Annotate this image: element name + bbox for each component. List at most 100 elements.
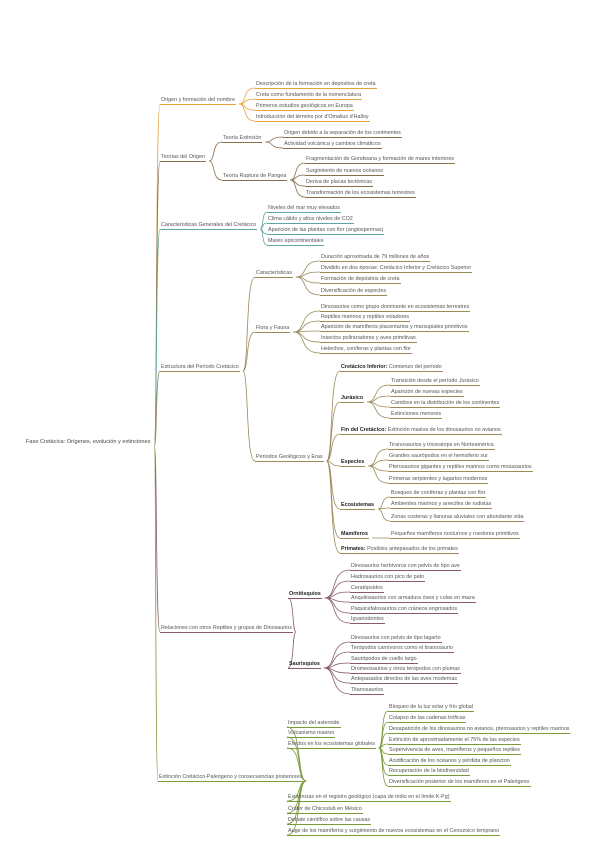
mindmap-leaf[interactable]: Zonas costeras y llanuras aluviales con … [390,514,525,522]
connector-line [208,141,223,162]
mindmap-leaf[interactable]: Primeras serpientes y lagartos modernos [388,476,489,484]
mindmap-leaf[interactable]: Bloqueo de la luz solar y frío global [388,704,474,712]
mindmap-leaf[interactable]: Aparición de mamíferos placentarios y ma… [320,324,469,332]
mindmap-leaf[interactable]: Descripción de la formación en depósitos… [255,81,377,89]
mindmap-leaf[interactable]: Actividad volcánica y cambios climáticos [283,141,382,149]
mindmap-leaf[interactable]: Surgimiento de nuevos océanos [305,168,385,176]
connector-line [242,331,256,372]
mindmap-leaf[interactable]: Formación de depósitos de creta [320,276,401,284]
node-label: Teoría Extinción [223,135,262,141]
mindmap-leaf[interactable]: Dinosaurios herbívoros con pelvis de tip… [350,563,461,571]
mindmap-branch[interactable]: Teoría Ruptura de Pangea [222,173,288,181]
mindmap-leaf[interactable]: Dinosaurios como grupo dominante en ecos… [320,304,471,312]
connector-line [153,228,161,447]
node-term: Fin del Cretácico: [341,427,387,433]
mindmap-leaf[interactable]: Cráter de Chicxulub en México [287,806,363,814]
mindmap-leaf[interactable]: Deriva de placas tectónicas [305,179,373,187]
mindmap-leaf[interactable]: Anquilosaurios con armadura ósea y colas… [350,595,476,603]
mindmap-branch[interactable]: Ecosistemas [340,502,375,510]
mindmap-leaf[interactable]: Hadrosaurios con pico de pato [350,574,426,582]
mindmap-leaf[interactable]: Aparición de las plantas con flor (angio… [267,227,385,235]
node-label: Clima cálido y altos niveles de CO2 [268,216,353,222]
mindmap-leaf[interactable]: Ambientes marinos y arrecifes de rudista… [390,501,493,509]
mindmap-leaf[interactable]: Origen debido a la separación de los con… [283,130,402,138]
mindmap-leaf[interactable]: Fragmentación de Gondwana y formación de… [305,156,456,164]
mindmap-leaf[interactable]: Evidencias en el registro geológico (cap… [287,794,451,802]
mindmap-leaf[interactable]: Bosques de coníferas y plantas con flor [390,490,487,498]
mindmap-leaf[interactable]: Extinción de aproximadamente el 75% de l… [388,737,521,745]
mindmap-branch[interactable]: Ornitisquios [288,591,322,599]
mindmap-leaf[interactable]: Saurópodos de cuello largo [350,656,418,664]
mindmap-leaf[interactable]: Vulcanismo masivo [287,730,336,738]
mindmap-branch[interactable]: Jurásico [340,395,365,403]
mindmap-leaf[interactable]: Extinciones menores [390,411,443,419]
mindmap-leaf[interactable]: Introducción del término por d'Omalius d… [255,114,370,122]
mindmap-leaf[interactable]: Clima cálido y altos niveles de CO2 [267,216,354,224]
mindmap-leaf[interactable]: Paquicefalosaurios con cráneos engrosado… [350,606,459,614]
mindmap-branch[interactable]: Saurisquios [288,661,321,669]
connector-line [242,276,256,372]
node-label: Evidencias en el registro geológico (cap… [288,794,450,800]
mindmap-leaf[interactable]: Transformación de los ecosistemas terres… [305,190,416,198]
mindmap-leaf[interactable]: Recuperación de la biodiversidad [388,768,470,776]
mindmap-leaf[interactable]: Insectos polinizadores y aves primitivas [320,335,417,343]
mindmap-leaf[interactable]: Iguanodontes [350,616,385,624]
mindmap-leaf[interactable]: Impacto del asteroide [287,720,341,728]
mindmap-leaf[interactable]: Creta como fundamento de la nomenclatura [255,92,363,100]
mindmap-leaf[interactable]: Transición desde el período Jurásico [390,378,480,386]
mindmap-leaf[interactable]: Dromeosaurios y otros terópodos con plum… [350,666,461,674]
mindmap-root[interactable]: Fase Cretácica: Orígenes, evolución y ex… [25,439,151,446]
mindmap-branch[interactable]: Extinción Cretácico-Paleógeno y consecue… [158,774,304,782]
mindmap-leaf[interactable]: Supervivencia de aves, mamíferos y peque… [388,747,521,755]
mindmap-leaf[interactable]: Acidificación de los océanos y pérdida d… [388,758,511,766]
mindmap-leaf[interactable]: Auge de los mamíferos y surgimiento de n… [287,828,501,836]
mindmap-leaf[interactable]: Primates: Posibles antepasados de los pr… [340,546,459,554]
mindmap-leaf[interactable]: Tiranosaurios y triceratops en Norteamér… [388,442,495,450]
mindmap-branch[interactable]: Teorías del Origen [160,154,207,162]
mindmap-branch[interactable]: Periodos Geológicos y Eras [255,454,324,462]
mindmap-leaf[interactable]: Cambios en la distribución de los contin… [390,400,501,408]
mindmap-leaf[interactable]: Terópodos carnívoros como el tiranosauri… [350,645,454,653]
connector-line [326,460,341,510]
mindmap-leaf[interactable]: Dividido en dos épocas: Cretácico Inferi… [320,265,473,273]
node-label: Características [256,270,292,276]
mindmap-leaf[interactable]: Pterosaurios gigantes y reptiles marinos… [388,464,533,472]
mindmap-leaf[interactable]: Pequeños mamíferos nocturnos y roedores … [390,531,520,539]
mindmap-leaf[interactable]: Diversificación posterior de los mamífer… [388,779,531,787]
mindmap-leaf[interactable]: Primeros estudios geológicos en Europa [255,103,354,111]
mindmap-branch[interactable]: Origen y formación del nombre [160,97,237,105]
mindmap-leaf[interactable]: Reptiles marinos y reptiles voladores [320,314,411,322]
mindmap-leaf[interactable]: Dinosaurios con pelvis de tipo lagarto [350,635,442,643]
node-label: Ambientes marinos y arrecifes de rudista… [391,501,492,507]
mindmap-leaf[interactable]: Niveles del mar muy elevados [267,205,341,213]
mindmap-branch[interactable]: Estructura del Período Cretácico [160,364,240,372]
mindmap-leaf[interactable]: Debate científico sobre las causas [287,817,372,825]
node-label: Colapso de las cadenas tróficas [389,715,466,721]
mindmap-branch[interactable]: Características Generales del Cretácico [160,222,258,230]
mindmap-leaf[interactable]: Helechos, coníferas y plantas con flor [320,346,412,354]
mindmap-branch[interactable]: Relaciones con otros Reptiles y grupos d… [160,625,293,633]
mindmap-leaf[interactable]: Colapso de las cadenas tróficas [388,715,467,723]
mindmap-leaf[interactable]: Mares epicontinentales [267,238,325,246]
mindmap-leaf[interactable]: Aparición de nuevas especies [390,389,464,397]
mindmap-leaf[interactable]: Desaparición de los dinosaurios no avian… [388,726,571,734]
mindmap-branch[interactable]: Flora y Fauna [255,325,291,333]
node-label: Origen debido a la separación de los con… [284,130,401,136]
mindmap-leaf[interactable]: Grandes saurópodos en el hemisferio sur [388,453,489,461]
connector-line [293,320,321,333]
mindmap-leaf[interactable]: Duración aproximada de 79 millones de añ… [320,254,431,262]
mindmap-branch[interactable]: Teoría Extinción [222,135,263,143]
mindmap-branch[interactable]: Mamíferos [340,531,369,539]
mindmap-leaf[interactable]: Titanosaurios [350,687,385,695]
mindmap-branch[interactable]: Efectos en los ecosistemas globales [287,741,376,749]
mindmap-leaf[interactable]: Cretácico Inferior: Comienzo del período [340,364,443,372]
node-label: Dividido en dos épocas: Cretácico Inferi… [321,265,472,271]
mindmap-leaf[interactable]: Ceratópsidos [350,585,384,593]
mindmap-leaf[interactable]: Antepasados directos de las aves moderna… [350,676,459,684]
node-term: Ornitisquios [289,591,321,597]
mindmap-branch[interactable]: Especies [340,459,366,467]
mindmap-leaf[interactable]: Diversificación de especies [320,288,388,296]
mindmap-branch[interactable]: Características [255,270,293,278]
mindmap-leaf[interactable]: Fin del Cretácico: Extinción masiva de l… [340,427,502,435]
